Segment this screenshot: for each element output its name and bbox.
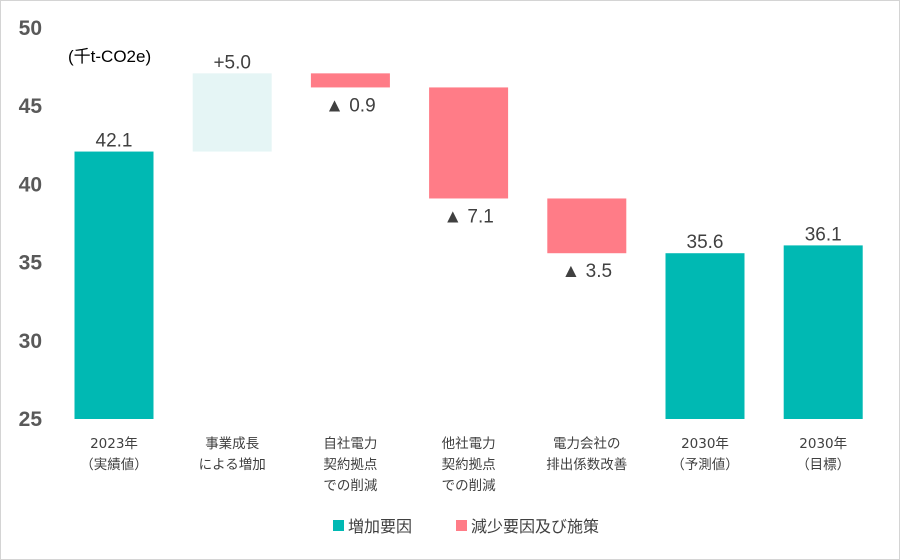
legend-label: 増加要因 — [348, 517, 412, 536]
bar-total — [74, 151, 154, 419]
x-tick-label: 2030年（目標） — [796, 436, 850, 473]
y-tick-label: 50 — [19, 17, 42, 40]
data-labels: 42.1 +5.0 ▲ 0.9 ▲ 7.1 ▲ 3.5 35.6 36.1 — [96, 52, 842, 282]
y-tick-label: 30 — [19, 330, 42, 353]
data-label: 42.1 — [96, 131, 133, 152]
y-tick-label: 45 — [19, 95, 43, 118]
legend-label: 減少要因及び施策 — [471, 517, 599, 536]
x-tick-label: 電力会社の排出係数改善 — [546, 436, 627, 473]
y-tick-label: 25 — [19, 408, 43, 431]
legend-swatch — [333, 520, 344, 531]
x-tick-label: 2030年（予測値） — [671, 436, 739, 473]
data-label: ▲ 7.1 — [443, 206, 494, 227]
legend-swatch — [456, 520, 467, 531]
y-tick-label: 35 — [19, 252, 43, 275]
y-axis: 25 30 35 40 45 50 — [19, 17, 43, 431]
data-label: ▲ 0.9 — [325, 95, 376, 116]
x-tick-label: 2023年（実績値） — [80, 436, 148, 473]
x-tick-label: 事業成長による増加 — [199, 436, 266, 473]
bar-total — [665, 253, 745, 419]
legend: 増加要因 減少要因及び施策 — [333, 517, 599, 536]
bar-increase — [192, 73, 272, 152]
y-tick-label: 40 — [19, 173, 42, 196]
data-label: 35.6 — [687, 232, 724, 253]
data-label: ▲ 3.5 — [562, 261, 613, 282]
x-axis: 2023年（実績値） 事業成長による増加 自社電力契約拠点での削減 他社電力契約拠点で… — [80, 436, 850, 494]
data-label: +5.0 — [213, 52, 251, 73]
bar-decrease — [429, 87, 509, 199]
bar-total — [783, 245, 863, 419]
x-tick-label: 自社電力契約拠点での削減 — [323, 436, 377, 494]
unit-label: (千t-CO2e) — [68, 47, 151, 66]
data-label: 36.1 — [805, 224, 842, 245]
bar-series — [74, 73, 863, 419]
bar-decrease — [310, 73, 390, 88]
bar-decrease — [547, 198, 627, 254]
x-tick-label: 他社電力契約拠点での削減 — [442, 436, 496, 494]
